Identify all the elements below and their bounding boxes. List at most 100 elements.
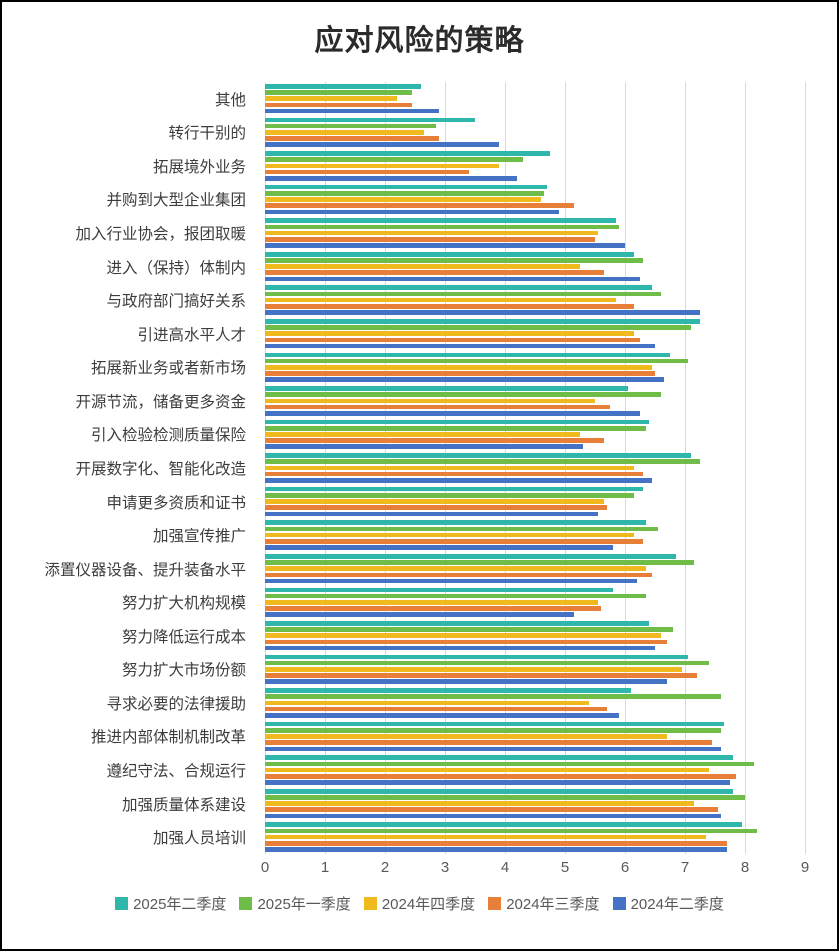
bar	[265, 258, 643, 263]
category-label: 寻求必要的法律援助	[106, 695, 246, 713]
category-label: 推进内部体制机制改革	[90, 729, 246, 747]
bar	[265, 297, 616, 303]
category-label: 拓展境外业务	[152, 158, 246, 176]
category-label: 引入检验检测质量保险	[90, 427, 246, 445]
category-label: 并购到大型企业集团	[106, 192, 246, 210]
bar	[265, 822, 742, 828]
x-tick-label-2: 2	[380, 859, 390, 876]
legend-swatch-icon	[363, 897, 377, 910]
bar	[265, 813, 721, 819]
bar	[265, 425, 646, 431]
bar	[265, 386, 628, 391]
bar	[265, 694, 721, 700]
bar	[265, 377, 664, 382]
category-label: 加强人员培训	[152, 830, 246, 848]
bar	[265, 224, 619, 230]
bar	[265, 545, 613, 550]
bar	[265, 197, 541, 202]
bar	[265, 169, 469, 175]
bar-group	[265, 149, 805, 183]
category-label: 开展数字化、智能化改造	[75, 460, 246, 478]
legend-label: 2025年一季度	[257, 896, 351, 913]
bar	[265, 108, 439, 114]
bar-group	[265, 686, 805, 720]
bar	[265, 130, 424, 135]
bar	[265, 465, 634, 471]
bar-group	[265, 518, 805, 552]
bar-group	[265, 552, 805, 586]
plot-area	[265, 82, 806, 854]
bar	[265, 364, 652, 370]
x-tick-label-5: 5	[560, 859, 570, 876]
bar	[265, 520, 646, 526]
category-label: 加强质量体系建设	[121, 796, 246, 814]
bar	[265, 721, 724, 727]
category-label: 努力扩大机构规模	[121, 595, 246, 613]
category-label: 添置仪器设备、提升装备水平	[44, 561, 246, 579]
x-axis: 0 1 2 3 4 5 6 7 8 9	[261, 859, 809, 879]
bar	[265, 566, 646, 571]
bar	[265, 633, 661, 639]
bar	[265, 486, 643, 492]
bar	[265, 706, 607, 712]
bar	[265, 123, 436, 129]
bar	[265, 612, 574, 617]
bar	[265, 578, 637, 584]
bar	[265, 251, 634, 257]
bar	[265, 679, 667, 685]
bar	[265, 358, 688, 364]
bar	[265, 780, 730, 785]
bar	[265, 331, 634, 337]
bar	[265, 304, 634, 309]
bar	[265, 136, 439, 141]
legend-label: 2024年三季度	[506, 896, 600, 913]
bar	[265, 270, 604, 276]
legend-item: 2024年四季度	[363, 893, 475, 914]
bar	[265, 96, 397, 102]
legend-label: 2024年二季度	[630, 896, 724, 913]
category-label: 加入行业协会，报团取暖	[75, 226, 246, 244]
bar	[265, 560, 694, 565]
gridline-9	[805, 82, 806, 854]
bar	[265, 175, 517, 181]
x-tick-label-8: 8	[740, 859, 750, 876]
bar	[265, 700, 589, 706]
legend: 2025年二季度 2025年一季度 2024年四季度 2024年三季度 2024年二季度	[2, 893, 837, 914]
legend-item: 2025年二季度	[115, 893, 226, 914]
bar	[265, 773, 736, 779]
category-label: 开源节流，储备更多资金	[75, 393, 246, 411]
bar	[265, 767, 709, 773]
bar-group	[265, 485, 805, 519]
bar	[265, 343, 655, 349]
bar	[265, 532, 634, 538]
bar	[265, 432, 580, 437]
x-tick-label-1: 1	[320, 859, 330, 876]
bar	[265, 688, 631, 693]
bar-group	[265, 384, 805, 418]
x-tick-label-4: 4	[500, 859, 510, 876]
x-tick-label-6: 6	[620, 859, 630, 876]
x-tick-label-9: 9	[800, 859, 810, 876]
bar	[265, 761, 754, 767]
bar	[265, 746, 721, 752]
bar	[265, 203, 574, 208]
bar	[265, 712, 619, 718]
bar-group	[265, 317, 805, 351]
category-label: 引进高水平人才	[137, 326, 246, 344]
bar-group	[265, 82, 805, 116]
legend-item: 2025年一季度	[239, 893, 351, 914]
bar	[265, 807, 718, 813]
bar	[265, 673, 697, 678]
bar	[265, 184, 547, 190]
bar	[265, 285, 652, 291]
bar-group	[265, 585, 805, 619]
bar	[265, 471, 643, 477]
category-label: 加强宣传推广	[152, 528, 246, 546]
bar-group	[265, 250, 805, 284]
bar	[265, 90, 412, 95]
category-label: 努力降低运行成本	[121, 628, 246, 646]
bar	[265, 801, 694, 806]
bar	[265, 319, 700, 324]
bar	[265, 734, 667, 739]
bar	[265, 142, 499, 148]
